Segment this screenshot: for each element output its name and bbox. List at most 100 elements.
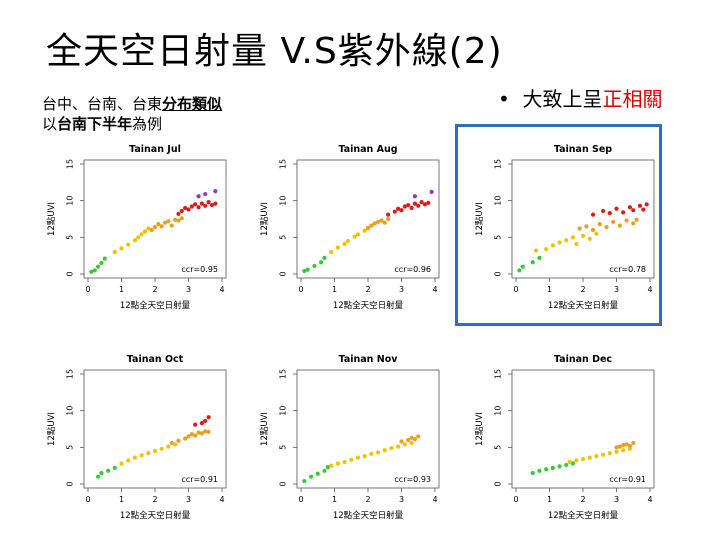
x-axis-label: 12點全天空日射量	[548, 300, 619, 311]
y-tick-label: 0	[279, 481, 288, 486]
x-tick-label: 1	[547, 285, 552, 294]
data-point	[176, 211, 181, 216]
data-point	[99, 260, 104, 266]
chart-6: Tainan Dec 0 1 2 3 4 0 5 10 15 12點全天空日射量 12點UVI ccr=…	[474, 354, 655, 521]
data-point	[574, 458, 579, 463]
subtitle-line-1: 台中、台南、台東分布類似	[42, 94, 222, 114]
data-point	[352, 234, 357, 239]
y-tick-label: 5	[279, 235, 288, 240]
data-point	[369, 223, 374, 228]
data-point	[621, 448, 626, 453]
data-point	[621, 210, 626, 215]
chart-title: Tainan Dec	[554, 354, 612, 365]
x-tick-label: 4	[647, 495, 652, 504]
y-axis-label: 12點UVI	[259, 412, 270, 446]
data-point	[99, 470, 104, 476]
data-point	[534, 248, 539, 253]
data-point	[152, 448, 158, 454]
data-point	[156, 222, 161, 227]
plot-frame	[296, 159, 440, 279]
data-point	[567, 459, 572, 465]
data-point	[179, 208, 184, 214]
y-axis-label: 12點UVI	[46, 202, 57, 236]
data-point	[162, 220, 168, 225]
data-point	[594, 454, 599, 459]
data-point	[152, 224, 158, 230]
x-tick-label: 3	[399, 285, 404, 294]
data-point	[169, 440, 174, 446]
data-point	[126, 458, 131, 463]
data-point	[627, 446, 633, 451]
data-point	[429, 189, 434, 194]
chart-title: Tainan Sep	[554, 144, 612, 155]
correlation-label: ccr=0.95	[181, 265, 218, 274]
data-point	[95, 264, 101, 269]
chart-5: Tainan Nov 0 1 2 3 4 0 5 10 15 12點全天空日射量 12點UVI ccr=…	[259, 354, 440, 521]
data-point	[106, 468, 111, 473]
data-point	[402, 204, 407, 209]
x-tick-label: 2	[152, 285, 157, 294]
correlation-label: ccr=0.93	[394, 475, 431, 484]
x-tick-label: 0	[298, 495, 303, 504]
data-point	[142, 229, 148, 234]
data-point	[146, 226, 151, 231]
data-point	[126, 242, 131, 247]
data-point	[199, 201, 204, 206]
data-point	[355, 455, 361, 460]
correlation-label: ccr=0.78	[609, 265, 646, 274]
data-point	[580, 233, 586, 238]
data-point	[577, 226, 582, 231]
highlight-box	[455, 124, 662, 326]
x-tick-label: 3	[614, 285, 619, 294]
x-axis-label: 12點全天空日射量	[120, 510, 191, 521]
chart-3: Tainan Sep 0 1 2 3 4 0 5 10 15 12點全天空日射量 12點UVI ccr=…	[474, 144, 655, 311]
data-point	[365, 225, 371, 230]
data-point	[209, 202, 215, 208]
x-axis-label: 12點全天空日射量	[333, 510, 404, 521]
data-point	[206, 415, 211, 420]
data-point	[597, 222, 602, 227]
data-point	[392, 209, 397, 214]
data-point	[132, 238, 137, 243]
data-point	[557, 240, 562, 245]
data-point	[587, 455, 592, 460]
x-tick-label: 2	[580, 495, 585, 504]
data-point	[213, 201, 218, 206]
data-point	[186, 207, 191, 212]
y-tick-label: 15	[279, 159, 288, 169]
data-point	[587, 236, 592, 241]
data-point	[537, 255, 542, 260]
data-point	[362, 228, 367, 233]
data-point	[621, 443, 626, 448]
data-point	[530, 260, 535, 265]
data-point	[183, 205, 188, 211]
y-tick-label: 15	[66, 369, 75, 379]
data-point	[119, 246, 124, 251]
data-point	[631, 440, 636, 446]
data-point	[166, 219, 171, 224]
data-point	[564, 462, 569, 468]
data-point	[601, 452, 606, 457]
data-point	[342, 459, 347, 465]
data-point	[322, 468, 327, 473]
data-point	[319, 260, 324, 265]
data-point	[203, 203, 208, 208]
y-tick-label: 5	[279, 445, 288, 450]
y-axis-label: 12點UVI	[46, 412, 57, 446]
data-point	[607, 451, 612, 456]
y-tick-label: 10	[279, 196, 288, 206]
data-point	[206, 200, 211, 205]
chart-4: Tainan Oct 0 1 2 3 4 0 5 10 15 12點全天空日射量 12點UVI ccr=…	[46, 354, 227, 521]
data-point	[92, 268, 97, 273]
subtitle-plain-1: 台中、台南、台東	[42, 95, 163, 113]
data-point	[199, 421, 204, 426]
data-point	[584, 224, 589, 229]
x-tick-label: 1	[119, 285, 124, 294]
data-point	[520, 264, 525, 269]
data-point	[315, 471, 320, 476]
data-point	[607, 211, 612, 216]
y-tick-label: 10	[494, 406, 503, 416]
y-tick-label: 15	[494, 159, 503, 169]
data-point	[590, 212, 596, 217]
